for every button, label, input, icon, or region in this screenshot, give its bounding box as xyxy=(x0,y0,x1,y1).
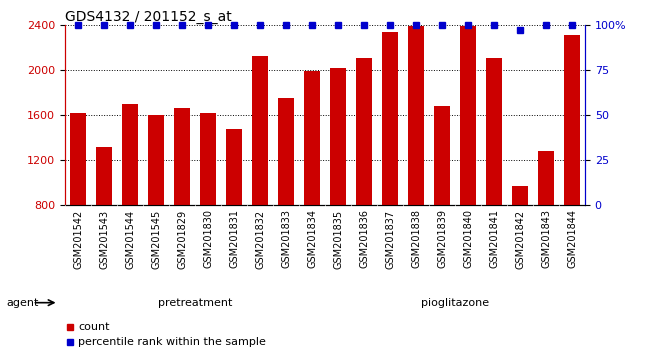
Bar xyxy=(408,26,424,205)
Text: GSM201544: GSM201544 xyxy=(125,210,135,269)
Text: GSM201840: GSM201840 xyxy=(463,210,473,268)
Bar xyxy=(382,32,398,205)
Text: GSM201829: GSM201829 xyxy=(177,210,187,269)
Text: GSM201542: GSM201542 xyxy=(73,210,83,269)
Text: pioglitazone: pioglitazone xyxy=(421,298,489,308)
Text: GSM201844: GSM201844 xyxy=(567,210,577,268)
Bar xyxy=(200,113,216,205)
Bar xyxy=(564,35,580,205)
Bar xyxy=(96,147,112,205)
Bar xyxy=(148,115,164,205)
Bar xyxy=(226,129,242,205)
Bar xyxy=(434,106,450,205)
Bar xyxy=(512,186,528,205)
Text: GSM201841: GSM201841 xyxy=(489,210,499,268)
Text: count: count xyxy=(78,321,109,332)
Bar xyxy=(356,57,372,205)
Text: GSM201842: GSM201842 xyxy=(515,210,525,269)
Bar xyxy=(538,151,554,205)
Bar xyxy=(304,71,320,205)
Bar xyxy=(174,108,190,205)
Bar xyxy=(330,68,346,205)
Text: GSM201839: GSM201839 xyxy=(437,210,447,268)
Text: GSM201843: GSM201843 xyxy=(541,210,551,268)
Text: GSM201543: GSM201543 xyxy=(99,210,109,269)
Bar xyxy=(70,113,86,205)
Text: percentile rank within the sample: percentile rank within the sample xyxy=(78,337,266,348)
Bar xyxy=(252,56,268,205)
Text: GSM201835: GSM201835 xyxy=(333,210,343,269)
Text: GSM201832: GSM201832 xyxy=(255,210,265,269)
Text: GSM201830: GSM201830 xyxy=(203,210,213,268)
Text: GSM201837: GSM201837 xyxy=(385,210,395,269)
Bar xyxy=(460,26,476,205)
Text: GSM201836: GSM201836 xyxy=(359,210,369,268)
Text: GSM201838: GSM201838 xyxy=(411,210,421,268)
Bar xyxy=(486,57,502,205)
Text: pretreatment: pretreatment xyxy=(158,298,232,308)
Bar xyxy=(278,98,294,205)
Text: GSM201831: GSM201831 xyxy=(229,210,239,268)
Text: GDS4132 / 201152_s_at: GDS4132 / 201152_s_at xyxy=(65,10,232,24)
Text: GSM201833: GSM201833 xyxy=(281,210,291,268)
Text: GSM201545: GSM201545 xyxy=(151,210,161,269)
Text: GSM201834: GSM201834 xyxy=(307,210,317,268)
Bar xyxy=(122,104,138,205)
Text: agent: agent xyxy=(6,298,39,308)
